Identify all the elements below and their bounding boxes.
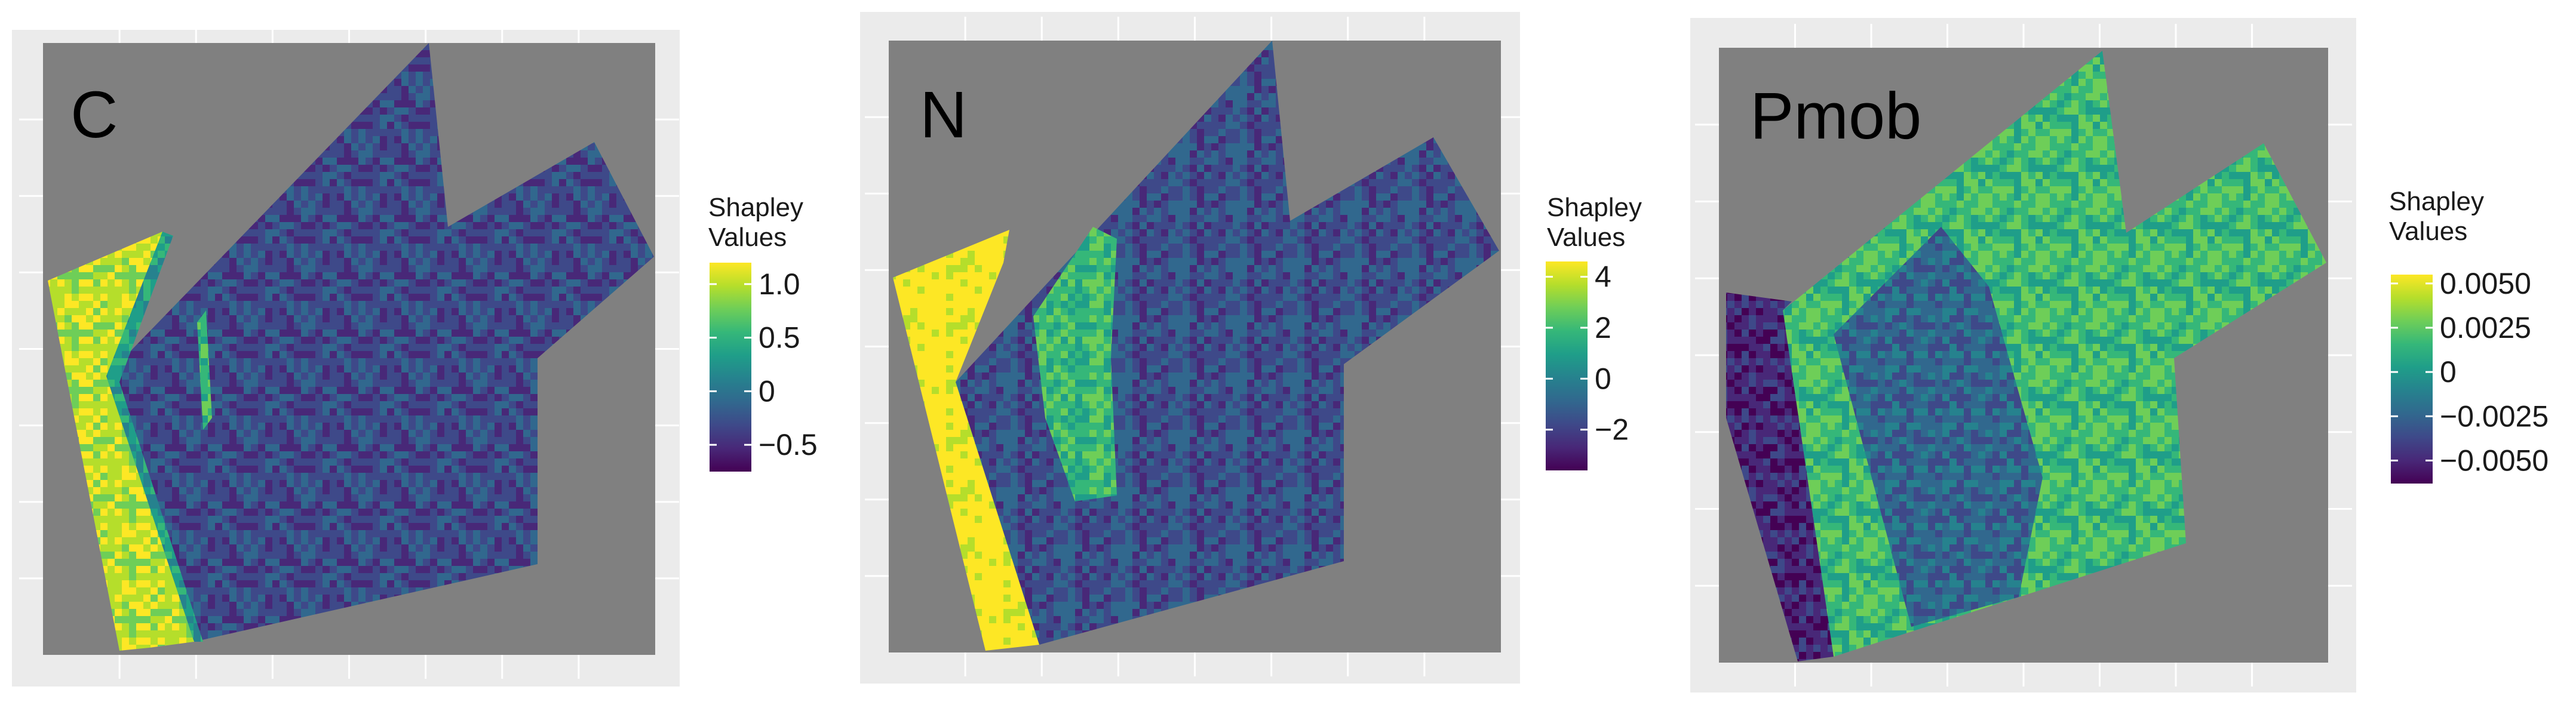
- colorbar-tick-label: 4: [1595, 260, 1611, 294]
- panel-n-colorbar: [1546, 261, 1588, 470]
- panel-c-colorbar-ticks: 1.0 0.5 0 −0.5: [710, 267, 818, 461]
- colorbar-tick-label: 2: [1595, 311, 1611, 344]
- panel-pmob-legend-title: Shapley: [2389, 187, 2484, 216]
- panel-n-yellow-strip: [893, 230, 1039, 651]
- panel-c-heatmap: [48, 43, 654, 651]
- panel-c-legend-title: Shapley: [708, 193, 803, 222]
- panel-n-field-region: [956, 41, 1499, 645]
- colorbar-tick-label: −0.5: [759, 428, 818, 461]
- panel-c: C Shapley Values 1.0 0.5 0 −0.5: [12, 19, 818, 687]
- panel-c-frame: [12, 30, 680, 687]
- panel-c-legend-title-2: Values: [708, 223, 787, 252]
- panel-pmob-purple-strip: [1726, 293, 1834, 661]
- colorbar-tick-label: −0.0050: [2440, 444, 2549, 477]
- panel-n-gridlines: [865, 17, 1525, 676]
- panel-pmob-blue-band: [1834, 227, 2043, 627]
- panel-c-green-line: [197, 310, 212, 430]
- panel-pmob-label: Pmob: [1750, 79, 1921, 153]
- panel-c-yellow-strip: [48, 232, 194, 651]
- panel-n-green-oval: [1033, 227, 1117, 501]
- colorbar-tick-label: 0: [759, 374, 775, 408]
- colorbar-tick-label: 0: [1595, 362, 1611, 395]
- panel-pmob-plot-area: [1719, 48, 2328, 663]
- panel-pmob-colorbar: [2391, 275, 2433, 484]
- panel-pmob-legend: Shapley Values 0.0050 0.0025 0 −0.0025 −0.00…: [2389, 187, 2549, 484]
- colorbar-tick-label: −2: [1595, 413, 1629, 447]
- panel-pmob: Pmob Shapley Values 0.0050 0.0025 0 −0.0025…: [1690, 18, 2549, 692]
- panel-n-plot-area: [889, 41, 1501, 652]
- panel-n-legend-title-2: Values: [1547, 223, 1625, 252]
- panel-n-label: N: [920, 78, 967, 152]
- panel-pmob-gridlines: [1695, 24, 2352, 687]
- panel-c-label: C: [70, 78, 118, 152]
- panel-c-green-fringe: [106, 232, 203, 642]
- panel-n-legend-title: Shapley: [1547, 193, 1642, 222]
- panel-c-plot-area: [43, 43, 655, 655]
- colorbar-tick-label: −0.0025: [2440, 399, 2549, 433]
- colorbar-tick-label: 0: [2440, 355, 2457, 389]
- panel-n-colorbar-ticks: 4 2 0 −2: [1546, 260, 1629, 447]
- colorbar-tick-label: 0.0025: [2440, 311, 2531, 344]
- panel-pmob-frame: [1690, 18, 2356, 692]
- panel-pmob-colorbar-ticks: 0.0050 0.0025 0 −0.0025 −0.0050: [2391, 267, 2549, 477]
- panel-n-legend: Shapley Values 4 2 0 −2: [1546, 193, 1642, 470]
- panel-n-frame: [860, 12, 1520, 684]
- panel-n-heatmap: [893, 41, 1499, 651]
- panel-c-colorbar: [710, 263, 751, 472]
- panel-c-legend: Shapley Values 1.0 0.5 0 −0.5: [708, 193, 818, 472]
- colorbar-tick-label: 1.0: [759, 267, 800, 301]
- colorbar-tick-label: 0.0050: [2440, 267, 2531, 300]
- panel-n: N Shapley Values 4 2 0 −2: [860, 12, 1642, 684]
- colorbar-tick-label: 0.5: [759, 321, 800, 355]
- panel-pmob-field-region: [1783, 51, 2326, 657]
- panel-c-gridlines: [19, 19, 679, 679]
- panel-pmob-legend-title-2: Values: [2389, 217, 2467, 246]
- panel-pmob-heatmap: [1726, 51, 2326, 661]
- panel-c-field-region: [106, 43, 654, 642]
